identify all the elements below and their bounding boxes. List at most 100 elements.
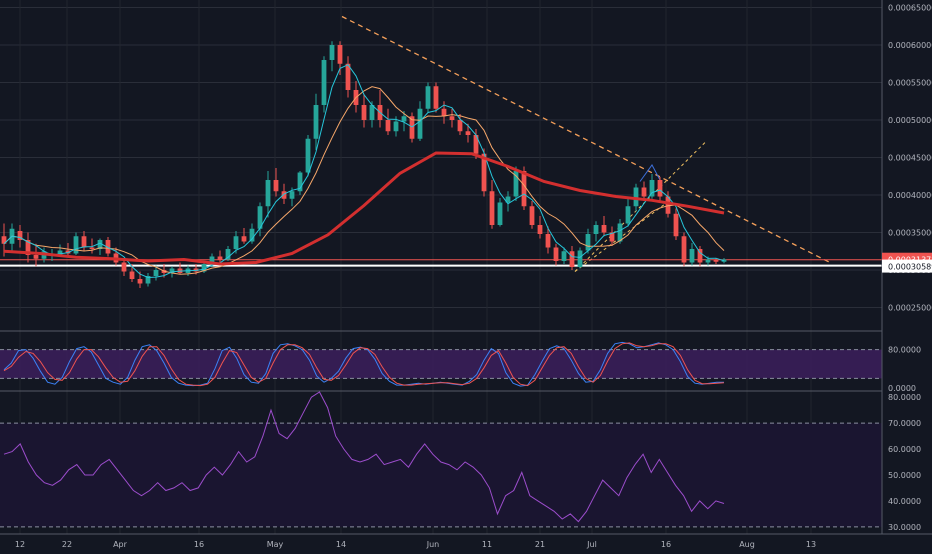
candle	[217, 250, 223, 263]
time-tick-label: Jul	[586, 540, 597, 549]
candle-body	[57, 250, 63, 255]
candle	[265, 171, 271, 218]
candle-body	[337, 45, 343, 64]
candle-body	[129, 271, 135, 279]
price-tick-label: 0.00040000	[888, 191, 932, 200]
candle-body	[281, 191, 287, 199]
candle-body	[209, 256, 215, 264]
candle-body	[505, 196, 511, 203]
candle-body	[33, 255, 39, 259]
price-tick-label: 0.00050000	[888, 116, 932, 125]
candle-body	[521, 171, 527, 207]
candle	[345, 56, 351, 98]
candle	[409, 112, 415, 143]
candle	[73, 232, 79, 255]
time-tick-label: 21	[535, 540, 545, 549]
candle-body	[201, 264, 207, 272]
candle	[337, 41, 343, 75]
candle	[497, 198, 503, 227]
candle-body	[633, 187, 639, 207]
candle-body	[169, 268, 175, 273]
candle-body	[137, 279, 143, 284]
candle-body	[145, 276, 151, 284]
candle-body	[369, 105, 375, 120]
candle-body	[537, 225, 543, 234]
candle	[465, 123, 471, 143]
candle	[681, 232, 687, 267]
candle-body	[273, 180, 279, 192]
descending-trendline	[341, 15, 831, 264]
candle	[105, 237, 111, 257]
candle	[425, 82, 431, 113]
candle-body	[393, 121, 399, 132]
rsi-tick-label: 30.0000	[888, 523, 921, 532]
candle	[17, 225, 23, 248]
candle-body	[105, 240, 111, 254]
candle	[225, 246, 231, 261]
candle-body	[457, 120, 463, 132]
candle	[561, 247, 567, 264]
stoch-band	[0, 349, 882, 379]
price-tick-label: 0.00045000	[888, 154, 932, 163]
candle-body	[385, 120, 391, 132]
candle-body	[665, 196, 671, 214]
candles-group	[1, 41, 727, 288]
candle	[433, 82, 439, 113]
candle-body	[1, 236, 7, 244]
candle-body	[489, 191, 495, 225]
price-axis[interactable]: 0.000250000.000300000.000350000.00040000…	[881, 0, 932, 550]
candle	[601, 216, 607, 237]
candle	[273, 168, 279, 197]
candle	[401, 111, 407, 132]
candle	[625, 198, 631, 227]
candle	[33, 243, 39, 267]
candle-body	[401, 116, 407, 122]
candle	[505, 191, 511, 212]
rsi-tick-label: 50.0000	[888, 471, 921, 480]
indicator-panes	[0, 341, 882, 528]
price-tick-label: 0.00065000	[888, 4, 932, 13]
candle	[145, 273, 151, 287]
candle-body	[409, 116, 415, 139]
candle	[297, 171, 303, 195]
candle-body	[97, 240, 103, 249]
candle-body	[289, 191, 295, 199]
candle	[593, 221, 599, 242]
candle-body	[649, 180, 655, 197]
candle-body	[313, 105, 319, 139]
candle-body	[361, 105, 367, 120]
candle-body	[681, 236, 687, 263]
candle-body	[609, 232, 615, 242]
time-tick-label: 16	[194, 540, 204, 549]
candle	[385, 108, 391, 135]
candle	[313, 93, 319, 150]
candle-body	[321, 60, 327, 105]
pattern-marker	[639, 164, 663, 184]
candle-body	[345, 63, 351, 90]
candle-body	[425, 86, 431, 109]
candle-body	[241, 236, 247, 242]
support-price-badge	[882, 259, 932, 273]
candle-body	[513, 171, 519, 197]
ma-long-line	[3, 151, 725, 266]
candle	[89, 238, 95, 254]
rsi-tick-label: 70.0000	[888, 419, 921, 428]
candle	[329, 41, 335, 72]
candle-body	[481, 153, 487, 192]
candle-body	[17, 231, 23, 240]
candle-body	[25, 240, 31, 255]
time-axis[interactable]: 12 22 Apr 16 May 14 Jun 11 21 Jul 16 Aug 13	[0, 533, 932, 549]
candle-body	[713, 259, 719, 262]
candle	[673, 208, 679, 240]
candle-body	[697, 249, 703, 263]
candle-body	[81, 236, 87, 248]
candle	[1, 223, 7, 257]
candle	[713, 258, 719, 264]
candle	[545, 226, 551, 254]
candle-body	[625, 206, 631, 224]
time-tick-label: 12	[15, 540, 25, 549]
candle-body	[441, 108, 447, 117]
candle	[577, 247, 583, 269]
